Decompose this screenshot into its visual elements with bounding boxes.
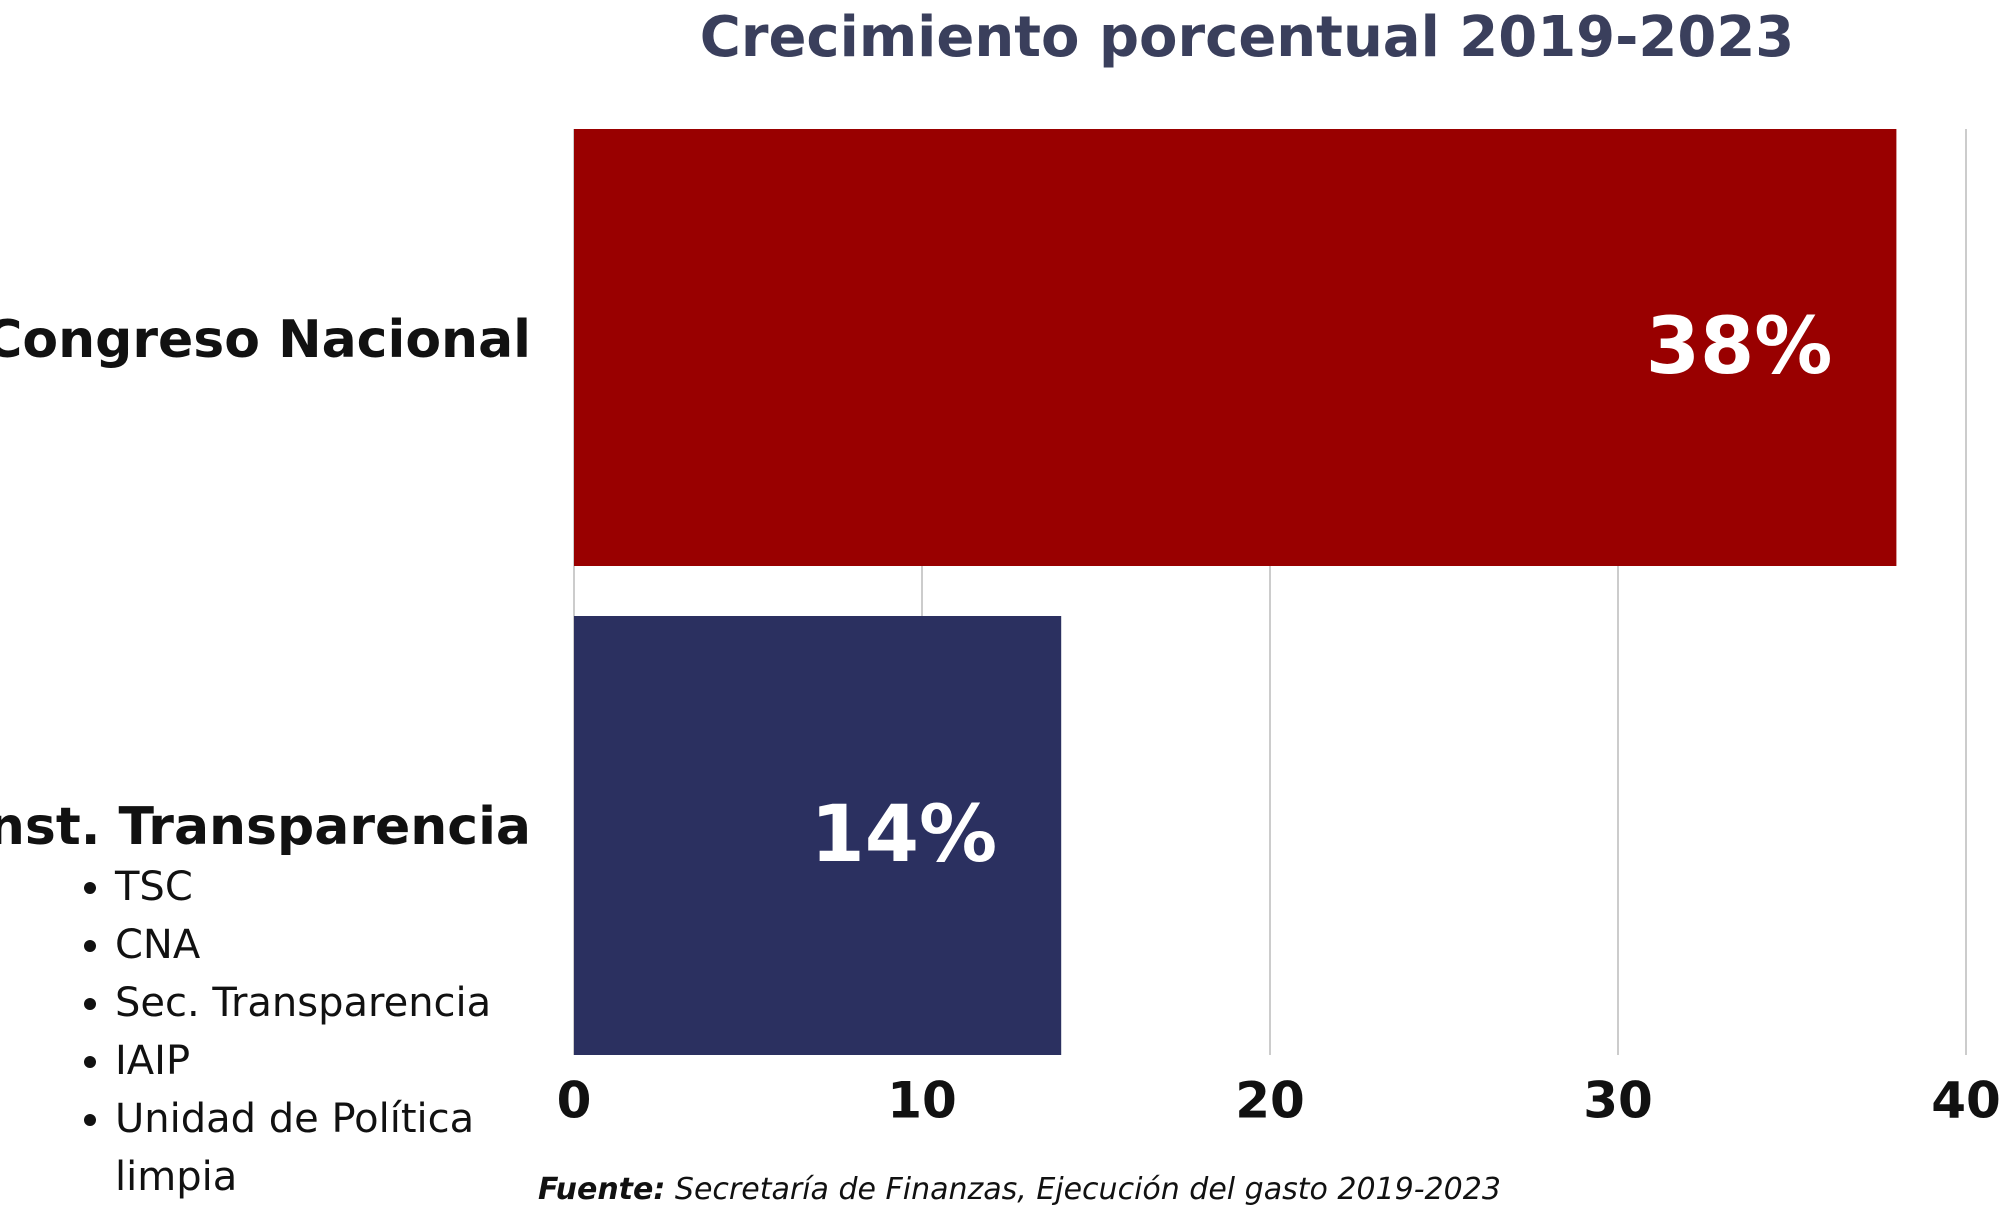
- x-tick-label: 10: [887, 1072, 957, 1130]
- category-label: Congreso Nacional: [0, 310, 531, 370]
- source-label: Fuente:: [538, 1172, 666, 1207]
- list-item: IAIP: [115, 1032, 565, 1090]
- chart-title: Crecimiento porcentual 2019-2023: [700, 5, 1795, 70]
- x-tick-label: 0: [557, 1072, 592, 1130]
- value-label: 14%: [810, 790, 997, 880]
- source-note: Fuente: Secretaría de Finanzas, Ejecució…: [538, 1172, 1501, 1207]
- category-label: Inst. Transparencia: [0, 797, 531, 857]
- x-tick-label: 40: [1931, 1072, 2001, 1130]
- x-tick-label: 20: [1235, 1072, 1305, 1130]
- source-text: Secretaría de Finanzas, Ejecución del ga…: [674, 1172, 1501, 1207]
- bar: [574, 616, 1062, 1055]
- list-item: TSC: [115, 858, 565, 916]
- list-item: Unidad de Política limpia: [115, 1090, 565, 1206]
- institution-list: TSCCNASec. TransparenciaIAIPUnidad de Po…: [70, 858, 565, 1206]
- bar: [574, 129, 1897, 566]
- value-label: 38%: [1646, 302, 1833, 392]
- x-tick-label: 30: [1583, 1072, 1653, 1130]
- list-item: Sec. Transparencia: [115, 974, 565, 1032]
- list-item: CNA: [115, 916, 565, 974]
